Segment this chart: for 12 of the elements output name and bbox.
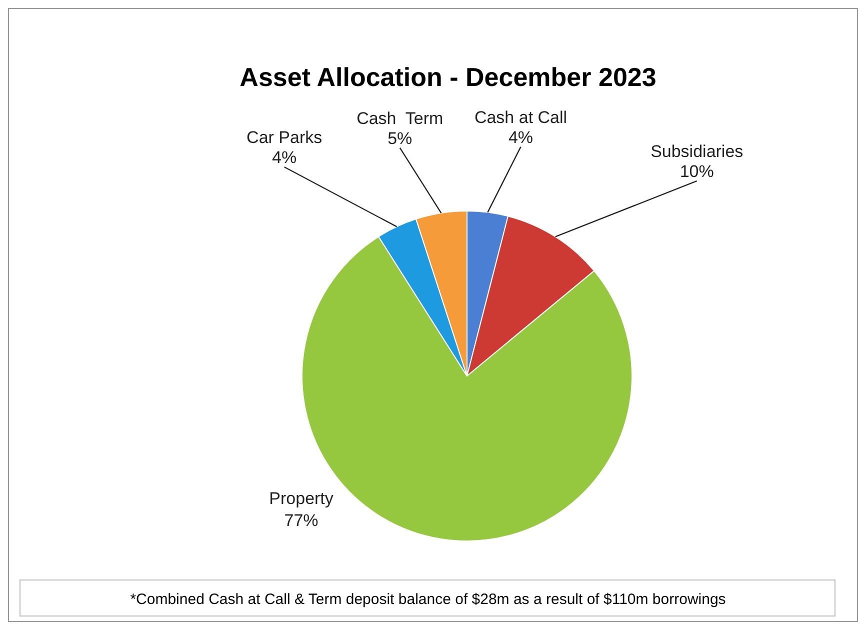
data-label: 4% xyxy=(508,128,534,147)
slice-label: Car Parks xyxy=(246,128,322,147)
slice-label: Property xyxy=(269,489,334,508)
slice-label: Cash at Call xyxy=(474,108,568,127)
data-label: 10% xyxy=(680,162,714,181)
slice-label: Cash Term xyxy=(356,108,444,128)
data-label: 5% xyxy=(388,128,412,148)
data-label: 77% xyxy=(284,511,318,530)
chart-title: Asset Allocation - December 2023 xyxy=(240,62,656,92)
data-label: 4% xyxy=(272,148,297,167)
slice-label: Subsidiaries xyxy=(650,142,744,161)
text: *Combined Cash at Call & Term deposit balance of $28m as a result of $110m borrowings xyxy=(130,591,726,608)
